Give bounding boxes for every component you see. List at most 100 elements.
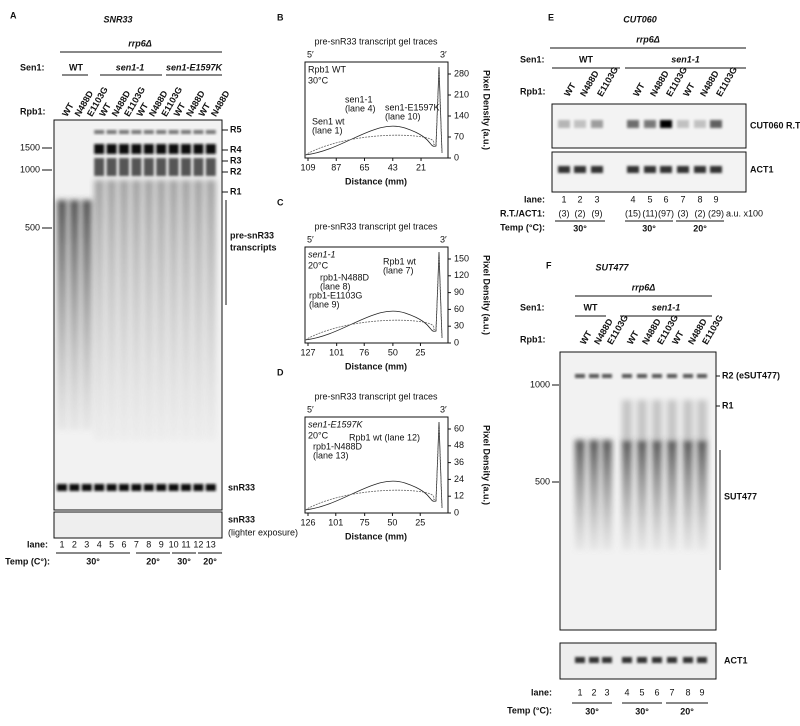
label: (97) — [658, 208, 674, 218]
band — [683, 657, 693, 663]
label: sen1-1 — [308, 249, 336, 259]
label: 9 — [159, 539, 164, 549]
label: Temp (°C): — [500, 222, 545, 232]
smear — [119, 180, 129, 440]
band — [637, 374, 647, 378]
label: (2) — [575, 208, 586, 218]
band — [591, 166, 603, 173]
label: (11) — [642, 208, 657, 218]
label: 30° — [86, 556, 100, 566]
label: 20° — [203, 556, 217, 566]
band — [181, 158, 191, 176]
label: (lane 4) — [345, 103, 376, 113]
band — [710, 166, 722, 173]
label: R4 — [230, 144, 242, 154]
panel-letter: D — [277, 367, 284, 377]
x-tick-label: 25 — [415, 347, 425, 357]
label: 500 — [25, 222, 40, 232]
band — [602, 374, 612, 378]
band — [589, 374, 599, 378]
label: 8 — [146, 539, 151, 549]
band — [574, 166, 586, 173]
label: 5 — [647, 194, 652, 204]
smear — [637, 440, 647, 550]
label: 1000 — [530, 379, 550, 389]
band — [119, 484, 129, 491]
band — [168, 144, 179, 154]
label: N488D — [209, 88, 232, 118]
band — [591, 120, 603, 128]
label: 6 — [121, 539, 126, 549]
smear — [156, 180, 167, 440]
label: (lane 1) — [312, 125, 343, 135]
label: 7 — [134, 539, 139, 549]
band — [156, 484, 167, 491]
label: Temp (C°): — [5, 556, 50, 566]
smear — [193, 180, 204, 440]
smear — [205, 180, 216, 440]
label: Rpb1 WT — [308, 64, 347, 74]
label: E1103G — [595, 65, 620, 98]
axis-label: Distance (mm) — [345, 531, 407, 541]
label: 3 — [604, 687, 609, 697]
y-tick-label: 140 — [454, 110, 469, 120]
label: (lane 8) — [320, 281, 351, 291]
label: R2 — [230, 166, 242, 176]
label: Sen1 wt — [312, 116, 345, 126]
label: sen1-1 — [671, 54, 700, 64]
band — [697, 657, 707, 663]
label: sen1-1 — [652, 302, 681, 312]
band — [193, 158, 204, 176]
label: R5 — [230, 124, 242, 134]
label: 1 — [59, 539, 64, 549]
label: 30° — [585, 706, 599, 716]
band — [710, 120, 722, 128]
panel-letter: B — [277, 12, 284, 22]
label: lane: — [524, 194, 545, 204]
label: Sen1: — [20, 62, 45, 72]
label: R.T./ACT1: — [500, 208, 545, 218]
y-tick-label: 30 — [454, 321, 464, 331]
label: sen1-E1597K — [166, 62, 224, 72]
band — [622, 657, 632, 663]
band — [193, 144, 204, 154]
axis-label: Pixel Density (a.u.) — [482, 425, 492, 505]
band — [57, 484, 67, 491]
x-tick-label: 109 — [300, 162, 315, 172]
x-tick-label: 101 — [328, 517, 343, 527]
label: rrp6Δ — [128, 38, 152, 48]
label: 6 — [663, 194, 668, 204]
label: (3) — [678, 208, 689, 218]
band — [168, 484, 179, 491]
label: 30° — [177, 556, 191, 566]
label: pre-snR33 transcript gel traces — [314, 36, 438, 46]
y-tick-label: 70 — [454, 131, 464, 141]
smear — [143, 180, 154, 440]
y-tick-label: 60 — [454, 304, 464, 314]
label: 7 — [680, 194, 685, 204]
band — [589, 657, 599, 663]
label: (lane 9) — [309, 299, 340, 309]
label: WT — [681, 81, 697, 99]
band — [94, 158, 105, 176]
band — [119, 158, 129, 176]
band — [622, 374, 632, 378]
label: rpb1-N488D — [313, 441, 363, 451]
band — [558, 120, 570, 128]
band — [106, 144, 117, 154]
label: WT — [670, 329, 686, 347]
label: Rpb1: — [520, 334, 546, 344]
y-tick-label: 24 — [454, 474, 464, 484]
label: 30° — [573, 223, 587, 233]
band — [143, 158, 154, 176]
label: SUT477 — [724, 491, 757, 501]
y-tick-label: 90 — [454, 287, 464, 297]
band — [205, 144, 216, 154]
band — [94, 144, 105, 154]
band — [143, 144, 154, 154]
band — [677, 120, 689, 128]
label: 2 — [577, 194, 582, 204]
band — [644, 120, 656, 128]
label: 9 — [713, 194, 718, 204]
band — [181, 144, 191, 154]
